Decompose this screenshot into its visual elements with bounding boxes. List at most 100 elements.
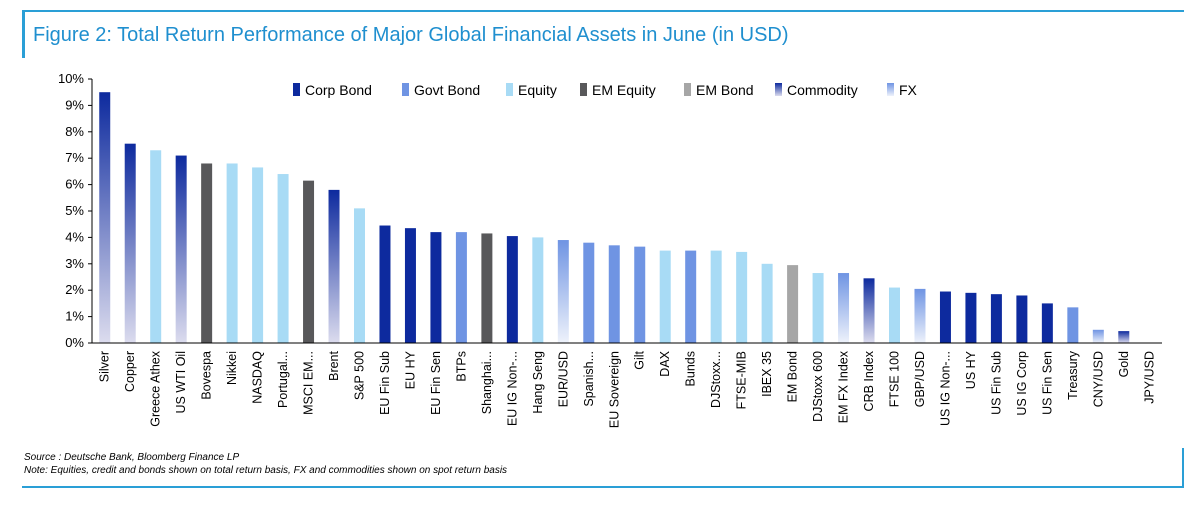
bar: [201, 163, 213, 343]
bar: [659, 250, 671, 343]
x-tick-label: US WTI Oil: [174, 351, 188, 414]
x-tick-label: EM Bond: [786, 351, 800, 402]
bar: [354, 208, 365, 343]
y-tick-label: 3%: [65, 256, 84, 271]
bar: [124, 143, 136, 343]
x-tick-label: Copper: [123, 351, 137, 392]
bar: [914, 288, 926, 343]
x-tick-label: Hang Seng: [531, 351, 545, 414]
bar: [277, 174, 289, 343]
x-tick-label: Gilt: [633, 350, 647, 369]
legend-swatch-embond: [684, 83, 691, 96]
bar: [455, 232, 467, 343]
y-axis: 0% 1% 2% 3% 4% 5% 6% 7% 8% 9% 10%: [58, 71, 93, 350]
bar: [710, 250, 722, 343]
y-tick-label: 5%: [65, 203, 84, 218]
y-tick-label: 0%: [65, 335, 84, 350]
legend-label-emeq: EM Equity: [592, 82, 656, 98]
x-tick-label: EU Fin Sen: [429, 351, 443, 415]
x-tick-label: Shanghai...: [480, 351, 494, 414]
x-tick-label: US IG Non-...: [938, 351, 952, 426]
x-tick-label: DAX: [658, 350, 672, 376]
legend-label-govt: Govt Bond: [414, 82, 480, 98]
y-tick-label: 10%: [58, 71, 84, 86]
bar-chart: 0% 1% 2% 3% 4% 5% 6% 7% 8% 9% 10% Silver Copper Gree…: [58, 71, 1162, 428]
legend-swatch-equity: [506, 83, 513, 96]
x-tick-label: EU HY: [403, 350, 417, 389]
x-tick-label: Spanish...: [582, 351, 596, 407]
x-tick-label: EM FX Index: [837, 350, 851, 423]
bar: [889, 287, 900, 343]
methodology-note: Note: Equities, credit and bonds shown o…: [24, 465, 508, 476]
x-tick-label: Gold: [1117, 351, 1131, 377]
x-tick-label: JPY/USD: [1142, 351, 1156, 404]
x-tick-label: Treasury: [1066, 350, 1080, 400]
bar: [481, 233, 493, 343]
x-tick-label: EU Sovereign: [607, 351, 621, 428]
x-tick-label: DJStoxx 600: [811, 351, 825, 422]
x-tick-label: FTSE-MIB: [735, 351, 749, 409]
y-tick-label: 2%: [65, 282, 84, 297]
bar: [1118, 331, 1130, 343]
y-tick-label: 4%: [65, 229, 84, 244]
bar: [787, 265, 799, 343]
legend-label-fx: FX: [899, 82, 918, 98]
legend-swatch-emeq: [580, 83, 587, 96]
bar: [939, 291, 951, 343]
source-note: Source : Deutsche Bank, Bloomberg Financ…: [24, 452, 240, 463]
bar: [175, 155, 187, 343]
legend-swatch-commodity: [775, 83, 782, 96]
x-tick-label: US Fin Sen: [1040, 351, 1054, 415]
bar: [863, 278, 875, 343]
legend-label-commodity: Commodity: [787, 82, 858, 98]
top-rule: [22, 10, 1184, 12]
bar: [430, 232, 442, 343]
bar: [838, 273, 850, 343]
legend-swatch-corp: [293, 83, 300, 96]
bar: [303, 180, 315, 343]
legend-swatch-govt: [402, 83, 409, 96]
x-tick-label: EUR/USD: [556, 351, 570, 407]
legend-label-corp: Corp Bond: [305, 82, 372, 98]
bar: [634, 246, 646, 343]
x-tick-label: MSCI EM...: [302, 351, 316, 415]
x-axis: Silver Copper Greece Athex US WTI Oil Bovesp…: [92, 342, 1162, 428]
bar: [685, 250, 697, 343]
bar: [1092, 329, 1104, 343]
x-tick-label: Silver: [98, 351, 112, 382]
bars-group: [99, 92, 1130, 343]
figure-title: Figure 2: Total Return Performance of Ma…: [33, 24, 789, 46]
x-tick-label: DJStoxx...: [709, 351, 723, 408]
x-tick-label: BTPs: [454, 351, 468, 382]
right-rule: [1182, 448, 1184, 488]
bar: [226, 163, 238, 343]
bottom-rule: [22, 486, 1184, 488]
x-tick-label: Bunds: [684, 351, 698, 386]
y-tick-label: 9%: [65, 97, 84, 112]
x-tick-label: US Fin Sub: [989, 351, 1003, 415]
x-tick-label: Bovespa: [200, 351, 214, 400]
legend: Corp Bond Govt Bond Equity EM Equity EM Bond…: [293, 82, 918, 98]
x-tick-label: S&P 500: [353, 351, 367, 400]
y-tick-label: 6%: [65, 177, 84, 192]
bar: [252, 167, 264, 343]
x-tick-label: Portugal...: [276, 351, 290, 408]
x-tick-label: EU Fin Sub: [378, 351, 392, 415]
x-tick-label: NASDAQ: [251, 351, 265, 404]
bar: [965, 292, 977, 343]
legend-swatch-fx: [887, 83, 894, 96]
bar: [608, 245, 620, 343]
bar: [990, 294, 1002, 343]
y-tick-label: 7%: [65, 150, 84, 165]
bar: [583, 242, 595, 343]
bar: [506, 236, 518, 343]
x-tick-label: GBP/USD: [913, 351, 927, 407]
y-tick-label: 8%: [65, 124, 84, 139]
bar: [1067, 307, 1079, 343]
legend-label-equity: Equity: [518, 82, 557, 98]
bar: [1041, 303, 1053, 343]
left-accent-rule: [22, 12, 25, 58]
bar: [404, 228, 416, 343]
x-tick-label: CRB Index: [862, 350, 876, 411]
bar: [557, 240, 569, 343]
